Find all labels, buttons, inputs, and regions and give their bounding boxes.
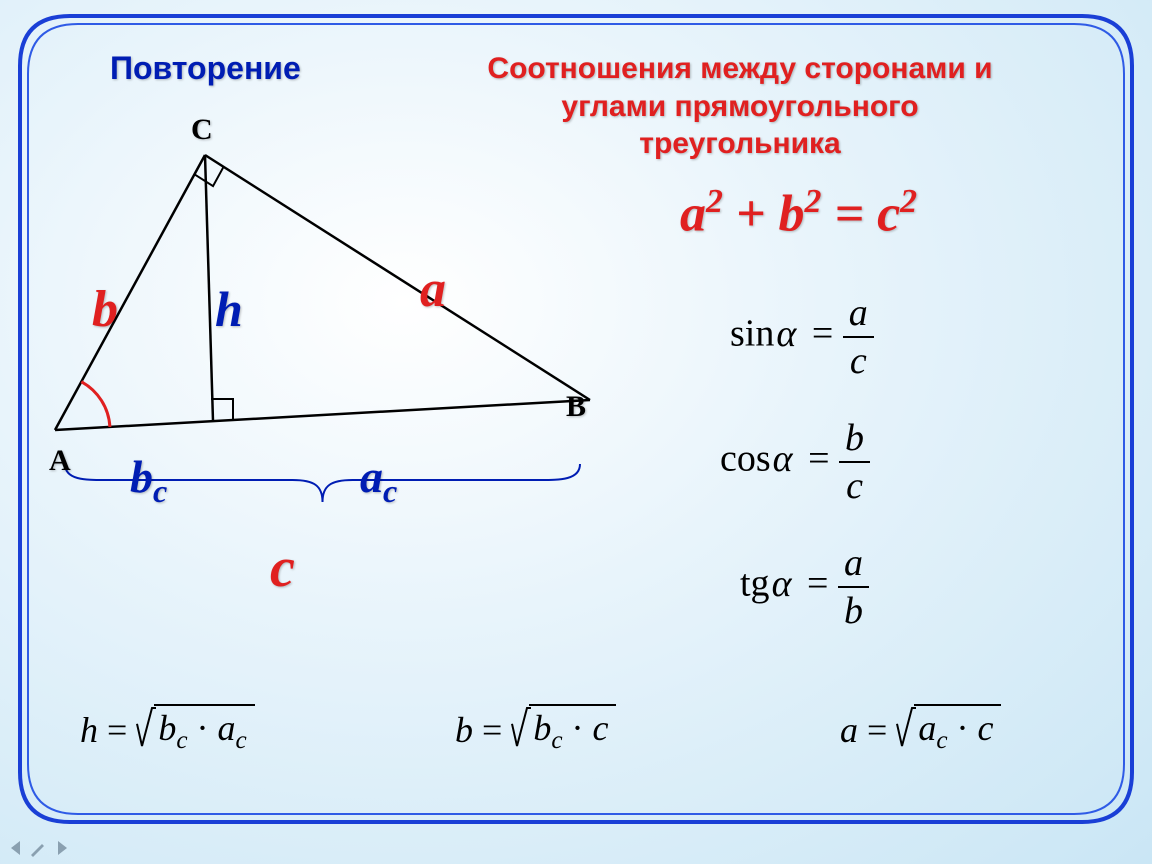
nav-pen-icon[interactable] bbox=[28, 838, 48, 858]
proj-ac: ac bbox=[360, 450, 397, 510]
vertex-A: A bbox=[49, 444, 71, 478]
trig-sin: sinα = ac bbox=[730, 292, 874, 382]
radical-h: h = bc · ac bbox=[80, 704, 255, 753]
height-h: h bbox=[215, 280, 243, 338]
nav-prev-icon[interactable] bbox=[6, 838, 26, 858]
radical-a: a = ac · c bbox=[840, 704, 1001, 753]
side-c: c bbox=[270, 536, 295, 600]
vertex-C: C bbox=[191, 113, 213, 147]
vertex-B: B bbox=[566, 390, 586, 424]
nav-next-icon[interactable] bbox=[52, 838, 72, 858]
trig-cos: cosα = bc bbox=[720, 417, 870, 507]
proj-bc: bc bbox=[130, 450, 167, 510]
side-a: a bbox=[420, 260, 446, 319]
header-title-line3: треугольника bbox=[639, 127, 840, 160]
radical-b: b = bc · c bbox=[455, 704, 616, 753]
pythagoras-formula: a2 + b2 = c2 bbox=[680, 183, 917, 243]
trig-tan: tgα = ab bbox=[740, 542, 869, 632]
side-b: b bbox=[92, 280, 118, 339]
